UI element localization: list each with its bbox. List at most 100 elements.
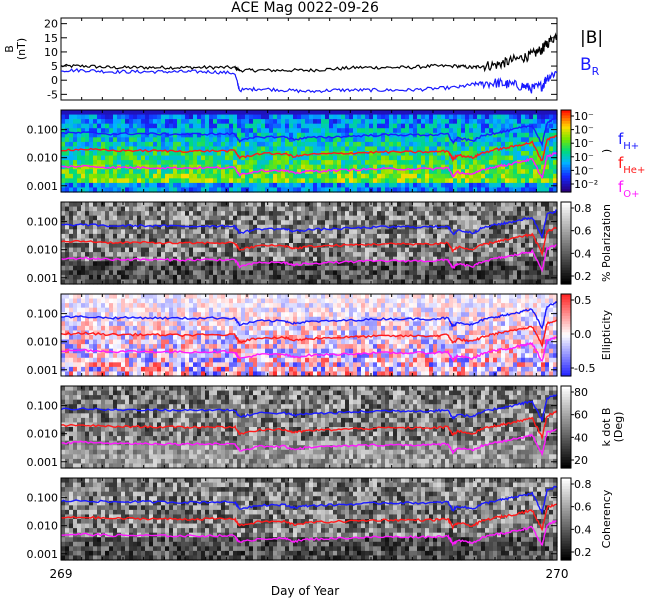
heatmap-cell (261, 114, 266, 120)
heatmap-cell (181, 243, 186, 249)
heatmap-cell (337, 256, 342, 262)
heatmap-cell (365, 252, 370, 258)
heatmap-cell (409, 146, 414, 152)
heatmap-cell (189, 128, 194, 134)
heatmap-cell (393, 155, 398, 161)
heatmap-cell (193, 110, 198, 116)
heatmap-cell (105, 366, 110, 373)
heatmap-cell (265, 160, 270, 166)
heatmap-cell (269, 211, 274, 217)
heatmap-cell (349, 270, 354, 276)
heatmap-cell (137, 132, 142, 138)
heatmap-cell (201, 123, 206, 129)
heatmap-cell (109, 321, 114, 327)
heatmap-cell (529, 178, 534, 184)
heatmap-cell (401, 261, 406, 267)
heatmap-cell (537, 220, 542, 226)
heatmap-cell (313, 252, 318, 258)
heatmap-cell (65, 128, 70, 134)
heatmap-cell (145, 316, 150, 322)
heatmap-cell (309, 110, 314, 116)
heatmap-cell (553, 220, 558, 226)
heatmap-cell (285, 128, 290, 134)
heatmap-cell (173, 132, 178, 138)
heatmap-cell (133, 128, 138, 134)
heatmap-cell (449, 151, 454, 157)
heatmap-cell (533, 274, 538, 281)
heatmap-cell (509, 169, 514, 175)
heatmap-cell (81, 233, 86, 240)
heatmap-cell (393, 160, 398, 166)
heatmap-cell (125, 274, 130, 281)
heatmap-cell (85, 160, 90, 166)
heatmap-cell (177, 169, 182, 175)
heatmap-cell (305, 274, 310, 281)
heatmap-cell (401, 206, 406, 212)
heatmap-cell (289, 128, 294, 134)
heatmap-cell (429, 114, 434, 120)
colorbar-segment (561, 262, 571, 266)
heatmap-cell (473, 206, 478, 212)
heatmap-cell (257, 247, 262, 253)
heatmap-cell (109, 178, 114, 184)
heatmap-cell (325, 155, 330, 161)
heatmap-cell (433, 151, 438, 157)
heatmap-cell (61, 224, 66, 230)
heatmap-cell (453, 215, 458, 221)
heatmap-cell (221, 256, 226, 262)
heatmap-cell (129, 303, 134, 309)
heatmap-cell (133, 339, 138, 345)
heatmap-cell (413, 247, 418, 253)
heatmap-cell (265, 220, 270, 226)
heatmap-cell (105, 279, 110, 285)
heatmap-cell (533, 233, 538, 240)
heatmap-cell (197, 119, 202, 125)
heatmap-cell (101, 160, 106, 166)
heatmap-cell (197, 151, 202, 157)
heatmap-cell (549, 137, 554, 143)
heatmap-cell (113, 178, 118, 184)
heatmap-cell (173, 137, 178, 143)
heatmap-cell (153, 151, 158, 157)
heatmap-cell (341, 265, 346, 271)
heatmap-cell (521, 211, 526, 217)
heatmap-cell (109, 353, 114, 359)
heatmap-cell (445, 182, 450, 189)
heatmap-cell (77, 169, 82, 175)
heatmap-cell (301, 178, 306, 184)
heatmap-cell (445, 160, 450, 166)
heatmap-cell (317, 173, 322, 179)
heatmap-cell (173, 182, 178, 189)
heatmap-cell (73, 303, 78, 309)
heatmap-cell (293, 187, 298, 193)
heatmap-cell (505, 160, 510, 166)
heatmap-cell (461, 270, 466, 276)
heatmap-cell (393, 265, 398, 271)
heatmap-cell (481, 114, 486, 120)
heatmap-cell (289, 137, 294, 143)
heatmap-cell (269, 220, 274, 226)
heatmap-cell (309, 169, 314, 175)
heatmap-cell (309, 173, 314, 179)
heatmap-cell (69, 256, 74, 262)
colorbar-segment (561, 264, 571, 269)
heatmap-cell (245, 132, 250, 138)
heatmap-cell (133, 294, 138, 300)
heatmap-cell (361, 169, 366, 175)
heatmap-cell (117, 335, 122, 341)
heatmap-cell (149, 211, 154, 217)
heatmap-cell (89, 265, 94, 271)
heatmap-cell (369, 211, 374, 217)
heatmap-cell (145, 182, 150, 189)
heatmap-cell (177, 173, 182, 179)
heatmap-cell (353, 119, 358, 125)
heatmap-cell (529, 110, 534, 116)
heatmap-cell (433, 202, 438, 208)
heatmap-cell (473, 187, 478, 193)
heatmap-cell (225, 202, 230, 208)
heatmap-cell (489, 141, 494, 148)
heatmap-cell (537, 160, 542, 166)
heatmap-cell (353, 169, 358, 175)
heatmap-cell (197, 233, 202, 240)
heatmap-cell (401, 119, 406, 125)
